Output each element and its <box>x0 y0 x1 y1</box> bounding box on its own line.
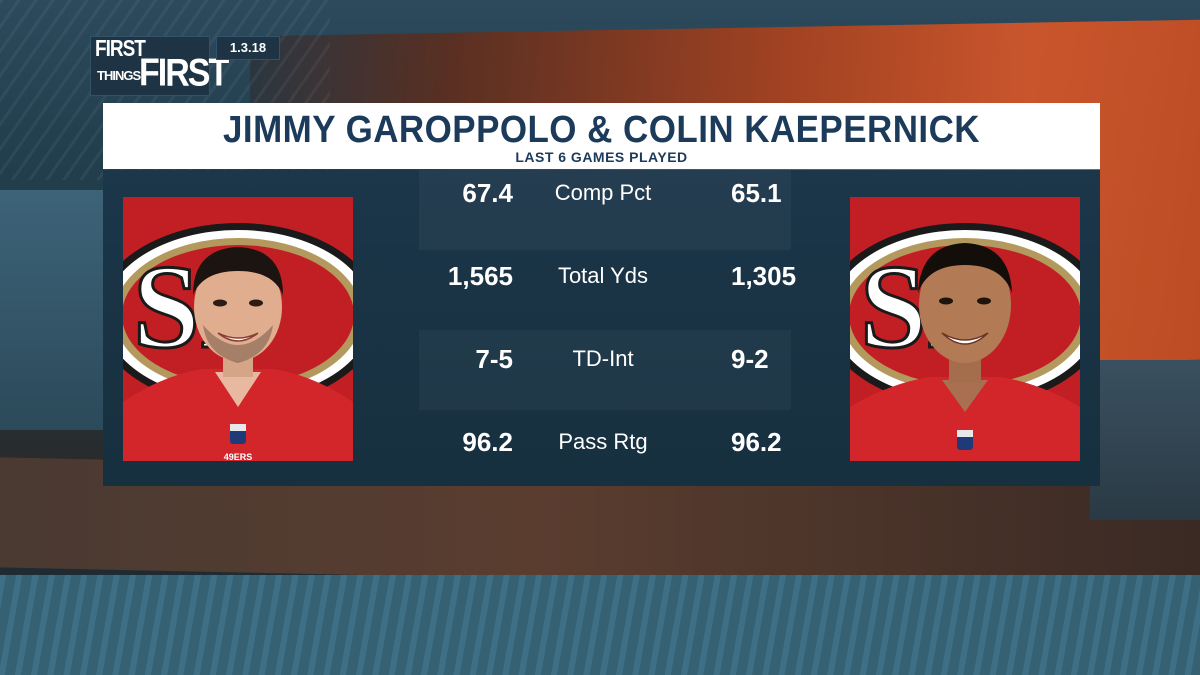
stat-row-td-int: 7-5 TD-Int 9-2 <box>103 336 1100 416</box>
stat-label: Comp Pct <box>554 180 652 205</box>
player-photo-left: SF 49ERS <box>123 197 353 461</box>
stat-row-pass-rtg: 96.2 Pass Rtg 96.2 <box>103 419 1100 499</box>
stat-right-value: 1,305 <box>731 261 797 291</box>
stat-row-comp-pct: 67.4 Comp Pct 65.1 <box>103 170 1100 250</box>
stat-row-total-yds: 1,565 Total Yds 1,305 <box>103 253 1100 333</box>
stat-right-value: 65.1 <box>731 178 782 208</box>
stat-right-value: 96.2 <box>731 427 782 457</box>
player-headshot-right: SF <box>850 197 1080 461</box>
graphic-title: JIMMY GAROPPOLO & COLIN KAEPERNICK <box>223 109 980 151</box>
stat-left-value: 1,565 <box>447 261 513 291</box>
graphic-header: JIMMY GAROPPOLO & COLIN KAEPERNICK LAST … <box>103 103 1100 169</box>
logo-word-first-large: FIRST <box>139 51 229 95</box>
jersey-text: 49ERS <box>224 452 253 461</box>
player-headshot-left: SF 49ERS <box>123 197 353 461</box>
air-date: 1.3.18 <box>216 36 280 60</box>
stat-right-value: 9-2 <box>731 344 769 374</box>
show-logo: FIRST THINGS FIRST <box>90 36 229 96</box>
stat-left-value: 7-5 <box>475 344 513 374</box>
stat-label: Total Yds <box>557 263 649 288</box>
stat-left-value: 96.2 <box>462 427 513 457</box>
stat-label: Pass Rtg <box>558 429 648 454</box>
background-right-block <box>1090 360 1200 520</box>
stat-left-value: 67.4 <box>462 178 513 208</box>
logo-word-things: THINGS <box>97 68 141 83</box>
stat-label: TD-Int <box>572 346 634 371</box>
graphic-subtitle: LAST 6 GAMES PLAYED <box>515 149 688 165</box>
player-photo-right: SF <box>850 197 1080 461</box>
background-blue-band <box>0 575 1200 675</box>
background-left-block <box>0 190 120 430</box>
logo-word-first: FIRST <box>95 36 146 62</box>
